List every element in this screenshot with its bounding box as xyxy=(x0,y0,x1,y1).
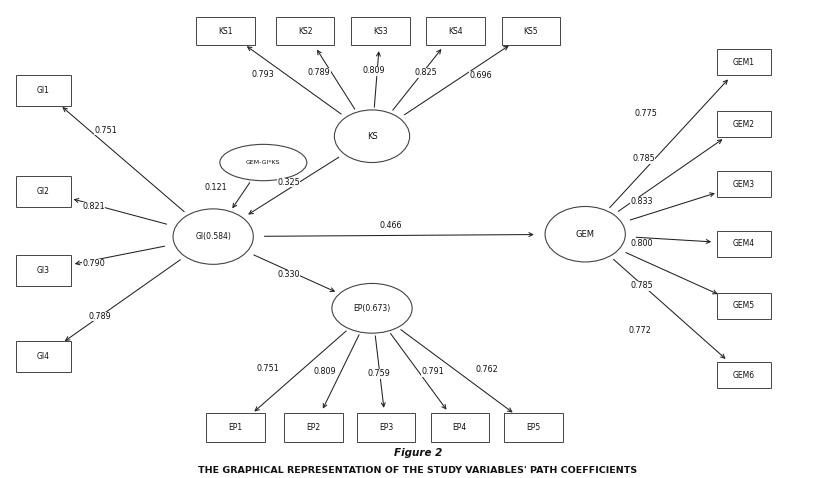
Text: EP4: EP4 xyxy=(452,424,467,432)
Text: GI2: GI2 xyxy=(37,187,50,196)
Text: 0.791: 0.791 xyxy=(421,368,445,376)
Text: KS2: KS2 xyxy=(298,27,313,35)
Ellipse shape xyxy=(173,209,253,264)
Text: GEM: GEM xyxy=(576,230,594,239)
Text: 0.325: 0.325 xyxy=(277,178,300,187)
FancyBboxPatch shape xyxy=(431,413,489,442)
FancyBboxPatch shape xyxy=(357,413,415,442)
Ellipse shape xyxy=(332,283,412,333)
FancyBboxPatch shape xyxy=(206,413,265,442)
Text: GI1: GI1 xyxy=(37,87,50,95)
Text: 0.821: 0.821 xyxy=(82,203,105,211)
Text: 0.775: 0.775 xyxy=(635,109,658,118)
FancyBboxPatch shape xyxy=(426,17,485,45)
Text: 0.762: 0.762 xyxy=(475,365,498,373)
Text: 0.785: 0.785 xyxy=(630,282,654,290)
Text: 0.789: 0.789 xyxy=(89,312,112,321)
Text: 0.759: 0.759 xyxy=(367,369,390,378)
Text: 0.800: 0.800 xyxy=(631,239,653,248)
FancyBboxPatch shape xyxy=(716,49,771,75)
Text: 0.809: 0.809 xyxy=(362,66,385,75)
Text: 0.793: 0.793 xyxy=(252,70,275,78)
Text: EP(0.673): EP(0.673) xyxy=(354,304,390,313)
Text: GI3: GI3 xyxy=(37,266,50,274)
FancyBboxPatch shape xyxy=(284,413,343,442)
Text: THE GRAPHICAL REPRESENTATION OF THE STUDY VARIABLES' PATH COEFFICIENTS: THE GRAPHICAL REPRESENTATION OF THE STUD… xyxy=(198,467,638,475)
Text: KS1: KS1 xyxy=(218,27,233,35)
Text: EP3: EP3 xyxy=(379,424,394,432)
Text: GEM3: GEM3 xyxy=(733,180,755,188)
Text: GI4: GI4 xyxy=(37,352,50,360)
Text: KS: KS xyxy=(367,132,377,141)
FancyBboxPatch shape xyxy=(716,362,771,388)
FancyBboxPatch shape xyxy=(716,111,771,138)
Text: Figure 2: Figure 2 xyxy=(394,448,442,458)
FancyBboxPatch shape xyxy=(16,341,70,372)
Text: GEM5: GEM5 xyxy=(733,302,755,310)
Text: 0.833: 0.833 xyxy=(631,197,653,206)
Text: 0.121: 0.121 xyxy=(204,183,227,192)
Text: 0.809: 0.809 xyxy=(313,368,336,376)
Text: 0.772: 0.772 xyxy=(628,326,651,335)
Ellipse shape xyxy=(334,110,410,163)
Text: 0.751: 0.751 xyxy=(94,126,118,134)
Ellipse shape xyxy=(545,206,625,262)
Text: 0.696: 0.696 xyxy=(469,71,492,80)
Text: 0.789: 0.789 xyxy=(308,68,331,77)
Text: EP5: EP5 xyxy=(526,424,541,432)
Text: EP1: EP1 xyxy=(229,424,242,432)
FancyBboxPatch shape xyxy=(716,171,771,197)
Text: KS4: KS4 xyxy=(448,27,463,35)
FancyBboxPatch shape xyxy=(276,17,334,45)
FancyBboxPatch shape xyxy=(196,17,255,45)
Text: GEM-GI*KS: GEM-GI*KS xyxy=(246,160,281,165)
FancyBboxPatch shape xyxy=(16,75,70,107)
Text: 0.330: 0.330 xyxy=(278,271,299,279)
Text: KS3: KS3 xyxy=(373,27,388,35)
Text: 0.751: 0.751 xyxy=(256,364,279,372)
Text: GI(0.584): GI(0.584) xyxy=(196,232,231,241)
Text: GEM4: GEM4 xyxy=(733,239,755,248)
FancyBboxPatch shape xyxy=(504,413,563,442)
Text: GEM6: GEM6 xyxy=(733,371,755,380)
Text: KS5: KS5 xyxy=(523,27,538,35)
FancyBboxPatch shape xyxy=(16,175,70,207)
FancyBboxPatch shape xyxy=(716,293,771,319)
Text: 0.466: 0.466 xyxy=(380,221,401,230)
FancyBboxPatch shape xyxy=(502,17,560,45)
Text: EP2: EP2 xyxy=(307,424,320,432)
Text: GEM1: GEM1 xyxy=(733,58,755,66)
Text: 0.785: 0.785 xyxy=(632,154,655,163)
FancyBboxPatch shape xyxy=(16,255,70,286)
FancyBboxPatch shape xyxy=(351,17,410,45)
Text: GEM2: GEM2 xyxy=(733,120,755,129)
Text: 0.790: 0.790 xyxy=(82,260,105,268)
FancyBboxPatch shape xyxy=(716,231,771,257)
Text: 0.825: 0.825 xyxy=(415,68,438,77)
Ellipse shape xyxy=(220,144,307,181)
